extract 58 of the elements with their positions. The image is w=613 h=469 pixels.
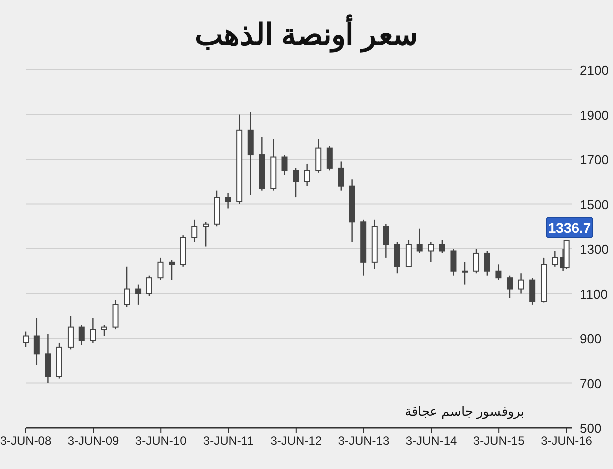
candlestick	[338, 161, 344, 192]
candlestick	[203, 222, 210, 248]
candlestick	[439, 239, 446, 254]
candlestick	[282, 154, 288, 176]
y-tick-label: 1300	[580, 242, 609, 257]
x-tick-label: 3-JUN-14	[406, 434, 458, 448]
candlestick	[406, 239, 412, 268]
candlestick	[225, 192, 232, 210]
candlestick	[473, 248, 480, 274]
candlestick	[416, 228, 423, 254]
candlestick	[552, 250, 558, 268]
candlestick	[23, 331, 29, 348]
annotation: بروفسور جاسم عجاقة	[404, 404, 525, 420]
candlestick	[450, 248, 457, 276]
candlestick	[90, 318, 96, 344]
candlestick	[146, 275, 152, 297]
candlestick	[326, 145, 333, 172]
x-tick-label: 3-JUN-15	[473, 434, 526, 448]
candlestick	[383, 224, 390, 259]
candlestick	[506, 275, 513, 299]
y-tick-label: 2100	[580, 63, 609, 78]
y-tick-label: 1500	[580, 197, 609, 212]
candlestick	[496, 264, 502, 281]
y-tick-label: 700	[580, 376, 602, 392]
candlestick	[101, 324, 108, 337]
candlestick	[124, 266, 130, 308]
candlestick	[78, 324, 85, 346]
candlestick	[158, 257, 164, 281]
candlestick	[68, 316, 74, 350]
annotation: 1336.7	[548, 220, 592, 236]
y-tick-label: 500	[580, 421, 602, 436]
x-tick-label: 3-JUN-16	[541, 434, 593, 448]
x-tick-label: 3-JUN-08	[0, 434, 52, 448]
y-tick-label: 1700	[580, 152, 609, 168]
x-tick-label: 3-JUN-10	[135, 434, 188, 448]
candlestick	[462, 262, 468, 286]
candlestick	[394, 242, 400, 274]
candlestick	[293, 168, 300, 198]
candlestick	[136, 284, 142, 306]
candlestick	[112, 300, 119, 330]
chart-title: سعر أونصة الذهب	[195, 14, 418, 53]
x-tick-label: 3-JUN-13	[338, 434, 390, 448]
candlestick	[45, 333, 52, 384]
y-tick-label: 900	[580, 332, 602, 346]
x-tick-label: 3-JUN-09	[68, 434, 120, 448]
candlestick	[428, 242, 434, 264]
candlestick	[169, 260, 176, 281]
y-tick-label: 1900	[580, 108, 609, 123]
candlestick	[518, 273, 524, 294]
x-tick-label: 3-JUN-11	[203, 434, 254, 448]
candlestick	[530, 277, 536, 306]
candlestick	[304, 163, 310, 187]
y-tick-label: 1100	[580, 286, 608, 302]
candlestick	[192, 219, 198, 243]
candlestick	[34, 318, 40, 366]
x-tick-label: 3-JUN-12	[270, 434, 322, 448]
candlestick	[316, 138, 322, 174]
candlestick	[484, 250, 490, 276]
